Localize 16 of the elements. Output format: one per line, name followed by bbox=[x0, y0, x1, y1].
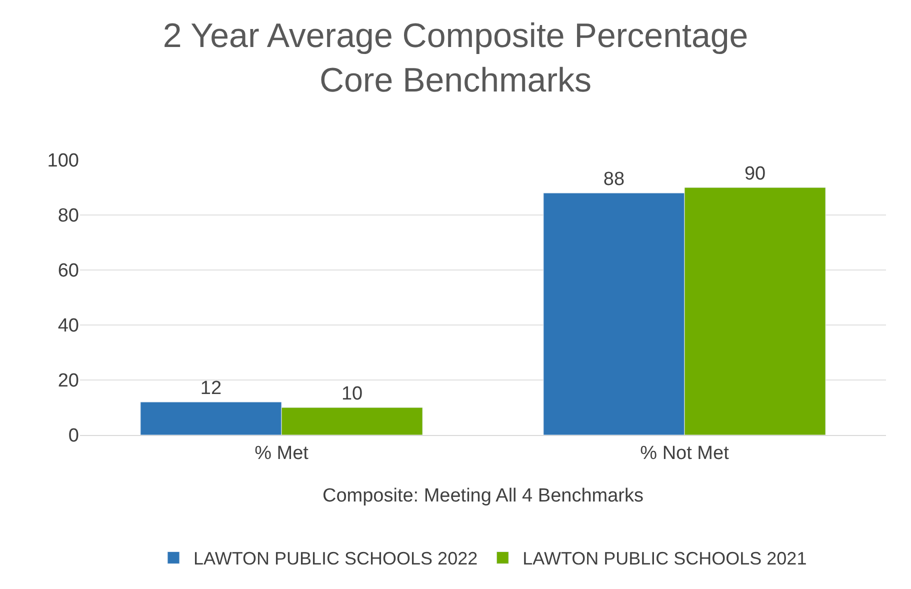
y-tick-label: 80 bbox=[58, 206, 79, 227]
legend-label: LAWTON PUBLIC SCHOOLS 2021 bbox=[522, 548, 807, 569]
x-tick-label: % Not Met bbox=[640, 442, 730, 464]
data-label: 88 bbox=[603, 169, 625, 190]
chart-title: 2 Year Average Composite Percentage Core Benchmarks bbox=[162, 17, 748, 100]
data-label: 10 bbox=[341, 384, 363, 404]
y-tick-label: 40 bbox=[58, 316, 79, 337]
x-tick-label: % Met bbox=[254, 442, 310, 464]
y-tick-label: 20 bbox=[58, 370, 79, 392]
x-axis-title: Composite: Meeting All 4 Benchmarks bbox=[322, 486, 644, 507]
data-label: 90 bbox=[744, 164, 766, 184]
legend-label: LAWTON PUBLIC SCHOOLS 2022 bbox=[194, 548, 478, 569]
y-tick-label: 60 bbox=[58, 260, 79, 282]
y-tick-label: 0 bbox=[68, 426, 79, 447]
y-tick-label: 100 bbox=[47, 150, 79, 172]
data-label: 12 bbox=[200, 378, 222, 399]
